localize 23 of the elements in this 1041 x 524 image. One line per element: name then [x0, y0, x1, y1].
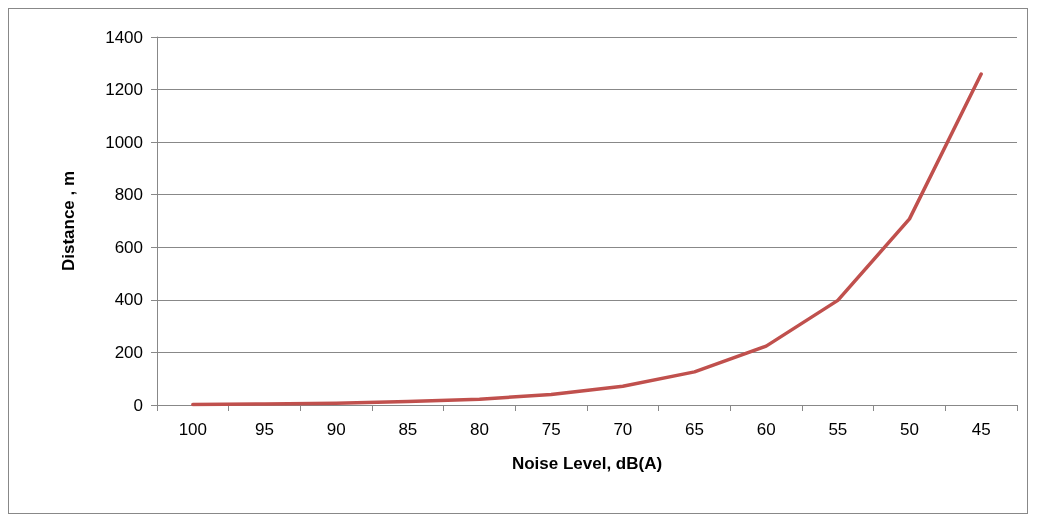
y-tick-label: 1200 — [105, 80, 143, 100]
x-tick-label: 95 — [255, 420, 274, 439]
y-tick-label: 400 — [114, 290, 143, 310]
x-tick-label: 75 — [541, 420, 561, 439]
x-tick-label: 55 — [828, 420, 848, 439]
x-tick-label: 45 — [971, 420, 991, 439]
y-tick-label: 600 — [114, 237, 143, 257]
y-tick-label: 1000 — [105, 132, 143, 152]
x-axis-title: Noise Level, dB(A) — [511, 454, 663, 473]
x-tick-label: 80 — [470, 420, 489, 439]
x-tick-label: 70 — [613, 420, 633, 439]
x-tick-label: 90 — [326, 420, 346, 439]
y-tick-label: 200 — [114, 342, 143, 362]
x-tick-label: 65 — [685, 420, 704, 439]
line-series — [191, 72, 983, 407]
x-tick-label: 85 — [398, 420, 418, 439]
x-tick-label: 60 — [756, 420, 776, 439]
y-axis-title: Distance , m — [59, 170, 78, 272]
y-tick-label: 800 — [114, 185, 143, 205]
x-tick-label: 50 — [900, 420, 919, 439]
x-tick-label: 100 — [178, 420, 208, 439]
y-tick-label: 1400 — [105, 27, 143, 47]
y-tick-label: 0 — [133, 395, 143, 415]
